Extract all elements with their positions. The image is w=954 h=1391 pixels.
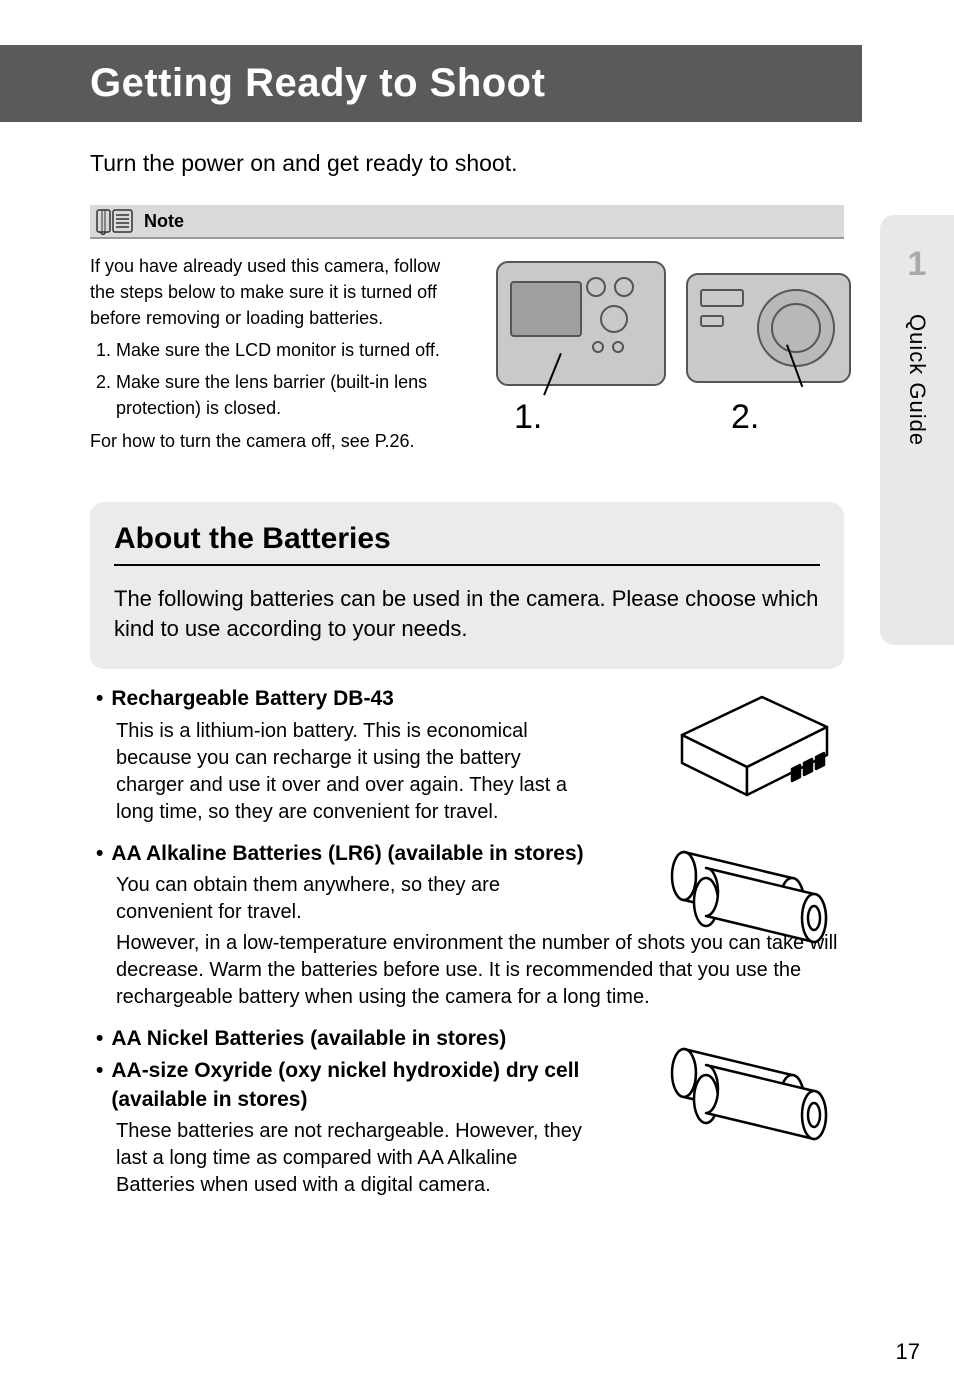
intro-text: Turn the power on and get ready to shoot… — [90, 150, 844, 177]
note-p2: For how to turn the camera off, see P.26… — [90, 428, 470, 454]
battery-oxyride-desc: These batteries are not rechargeable. Ho… — [116, 1118, 596, 1199]
battery-item-oxyride: •AA-size Oxyride (oxy nickel hydroxide) … — [96, 1057, 838, 1199]
battery-alkaline-title: AA Alkaline Batteries (LR6) (available i… — [111, 840, 583, 868]
battery-db43-desc: This is a lithium-ion battery. This is e… — [116, 718, 586, 826]
chapter-number: 1 — [908, 245, 927, 284]
note-text: If you have already used this camera, fo… — [90, 253, 470, 460]
battery-list: •Rechargeable Battery DB-43 This is a li… — [90, 685, 844, 1199]
page-title: Getting Ready to Shoot — [0, 45, 862, 122]
battery-db43-title: Rechargeable Battery DB-43 — [111, 685, 393, 713]
note-label: Note — [144, 211, 184, 232]
page-body: Turn the power on and get ready to shoot… — [0, 122, 954, 1199]
note-step-2: Make sure the lens barrier (built-in len… — [116, 369, 470, 421]
note-icon — [96, 207, 134, 235]
note-block: Note If you have already used this camer… — [90, 205, 844, 460]
camera-front-icon — [686, 273, 851, 383]
camera-label-1: 1. — [514, 398, 542, 437]
battery-alkaline-desc-a: You can obtain them anywhere, so they ar… — [116, 872, 596, 926]
battery-item-alkaline: •AA Alkaline Batteries (LR6) (available … — [96, 840, 838, 1011]
section-lead: The following batteries can be used in t… — [114, 584, 820, 646]
note-p1: If you have already used this camera, fo… — [90, 253, 470, 331]
section-title: About the Batteries — [114, 522, 820, 566]
side-tab: 1 Quick Guide — [880, 215, 954, 645]
battery-nickel-title: AA Nickel Batteries (available in stores… — [111, 1025, 506, 1053]
page-number: 17 — [896, 1339, 920, 1365]
camera-back-icon — [496, 261, 666, 386]
camera-label-2: 2. — [731, 398, 759, 437]
battery-item-db43: •Rechargeable Battery DB-43 This is a li… — [96, 685, 838, 825]
battery-pack-icon — [642, 685, 842, 810]
note-step-1: Make sure the LCD monitor is turned off. — [116, 337, 470, 363]
about-batteries-section: About the Batteries The following batter… — [90, 502, 844, 670]
note-heading: Note — [90, 205, 844, 239]
chapter-label: Quick Guide — [904, 314, 930, 446]
battery-oxyride-title: AA-size Oxyride (oxy nickel hydroxide) d… — [111, 1057, 631, 1114]
aa-batteries-icon-2 — [642, 1037, 842, 1152]
aa-batteries-icon — [642, 840, 842, 955]
camera-illustrations: 1. 2. — [486, 253, 844, 433]
